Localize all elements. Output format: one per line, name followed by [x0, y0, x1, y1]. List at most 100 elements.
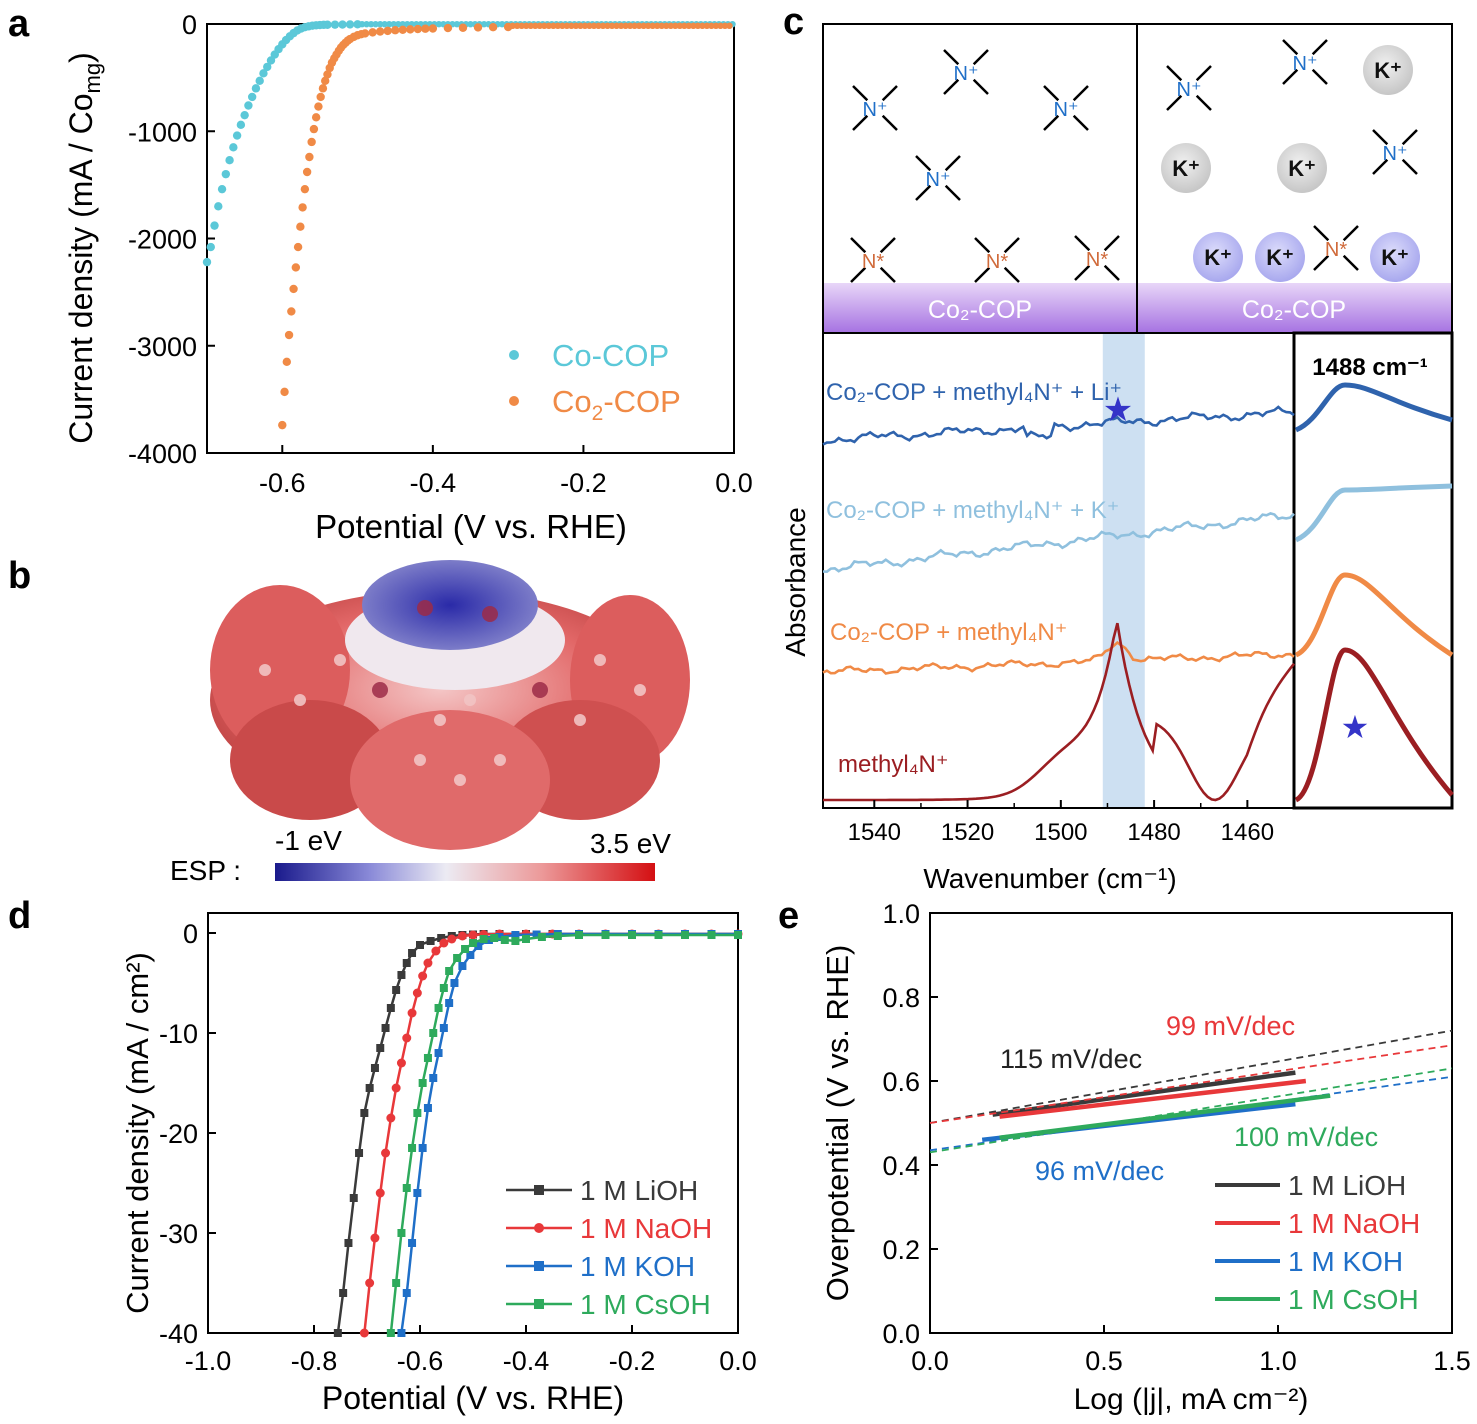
spectrum-line-1: [822, 512, 1295, 574]
legend-label-co-cop: Co-COP: [552, 338, 669, 373]
quaternary-ammonium-ion: N⁺: [852, 85, 898, 131]
point-co2-cop: [654, 22, 661, 30]
point-co-cop: [202, 257, 212, 267]
marker-1-m-lioh: [349, 1194, 358, 1202]
panel-d: d -1.0 -0.8 -0.6 -0.4 -0.2 0.0 0 -10 -20 -30 -40 1…: [8, 895, 757, 1416]
legend-label-1-m-lioh: 1 M LiOH: [580, 1175, 698, 1206]
point-co-cop: [372, 20, 379, 28]
y-axis-label-e: Overpotential (V vs. RHE): [820, 945, 855, 1302]
ion-label: N*: [986, 251, 1008, 273]
x-tick-label-a: -0.2: [560, 468, 607, 498]
legend-a: Co-COP Co2-COP: [509, 338, 681, 425]
point-co2-cop: [309, 124, 319, 134]
point-co2-cop: [667, 22, 674, 30]
ion-label: N*: [1086, 249, 1108, 271]
tafel-line-1-m-csoh: [999, 1093, 1331, 1140]
marker-1-m-naoh: [370, 1233, 380, 1243]
esp-label: ESP :: [170, 855, 241, 886]
marker-1-m-lioh: [360, 1109, 369, 1117]
point-co2-cop: [513, 22, 521, 30]
marker-1-m-lioh: [402, 959, 411, 967]
bond-line: [1372, 129, 1389, 146]
bond-line: [974, 266, 991, 283]
point-co2-cop: [703, 22, 711, 30]
point-co-cop: [345, 20, 355, 29]
point-co-cop: [229, 143, 238, 152]
inset-line-1: [1294, 483, 1453, 543]
point-co2-cop: [635, 22, 643, 30]
annotation-115: 115 mV/dec: [1000, 1044, 1142, 1074]
y-tick-label-e: 0.0: [882, 1319, 920, 1349]
point-co-cop: [240, 110, 249, 120]
marker-1-m-naoh: [439, 938, 449, 948]
series-label-li: Co₂-COP + methyl₄N⁺ + Li⁺: [826, 379, 1122, 406]
point-co2-cop: [318, 84, 328, 93]
ion-label: N*: [862, 251, 884, 273]
bond-line: [1342, 225, 1359, 242]
point-co2-cop: [391, 26, 400, 35]
panel-letter-d: d: [8, 895, 31, 937]
quaternary-ammonium-ion: N⁺: [1282, 39, 1328, 85]
marker-1-m-naoh: [381, 1148, 391, 1158]
y-axis-label-c: Absorbance: [780, 507, 811, 656]
ion-label: N⁺: [954, 63, 979, 85]
y-tick-label-a: 0: [182, 10, 197, 40]
panel-b: b ESP : -1 eV 3.5 eV: [8, 555, 690, 886]
point-co2-cop: [617, 22, 625, 30]
point-co2-cop: [473, 23, 483, 32]
marker-1-m-naoh: [447, 934, 457, 944]
ion-label: N⁺: [863, 99, 888, 121]
y-tick-label-e: 0.8: [882, 983, 920, 1013]
point-co2-cop: [545, 22, 552, 30]
point-co2-cop: [572, 22, 580, 30]
point-co2-cop: [305, 152, 314, 162]
point-co2-cop: [421, 24, 430, 33]
point-co-cop: [358, 20, 366, 28]
fit-line-1-m-csoh: [929, 1067, 1453, 1154]
marker-1-m-koh: [458, 962, 467, 970]
axis-ticks-a: -0.6 -0.4 -0.2 0.0 0 -1000 -2000 -3000 -4000: [128, 10, 753, 498]
ion-label: K⁺: [1172, 156, 1200, 181]
point-co2-cop: [699, 22, 706, 30]
star-icon: ★: [1103, 391, 1133, 429]
marker-1-m-csoh: [537, 933, 546, 941]
marker-1-m-naoh: [407, 1008, 417, 1018]
point-co2-cop: [608, 22, 616, 30]
point-co2-cop: [717, 22, 724, 30]
marker-1-m-naoh: [423, 958, 433, 968]
marker-1-m-koh: [423, 1104, 432, 1112]
x-tick-label-c: 1480: [1127, 819, 1180, 846]
point-co2-cop: [568, 22, 575, 30]
point-co-cop: [263, 62, 272, 72]
quaternary-ammonium-ion: N⁺: [915, 155, 961, 201]
x-tick-label-c: 1540: [848, 819, 901, 846]
bond-line: [881, 85, 898, 102]
legend-label-1-m-csoh: 1 M CsOH: [1288, 1284, 1419, 1315]
marker-1-m-koh: [439, 1024, 448, 1032]
point-co2-cop: [311, 113, 321, 122]
ion-sphere: [1370, 232, 1420, 282]
point-co2-cop: [649, 22, 656, 30]
point-co-cop: [390, 20, 397, 28]
substrate-right: [1138, 283, 1451, 332]
panel-c: c Co₂-COP Co₂-COP N⁺ N⁺ N⁺ N⁺ N⁺ N⁺ N⁺ N* N* N* N*…: [780, 1, 1454, 894]
point-co-cop: [330, 20, 340, 29]
marker-1-m-csoh: [628, 931, 636, 939]
point-co2-cop: [721, 22, 729, 30]
bond-line: [944, 155, 961, 172]
point-co2-cop: [590, 22, 598, 30]
ion-label: N⁺: [1383, 143, 1408, 165]
panel-e: e 0.0 0.5 1.0 1.5 0.0 0.2 0.4 0.6 0.8 1.0 1 M LiO…: [778, 895, 1471, 1416]
marker-1-m-lioh: [333, 1329, 342, 1337]
y-tick-label-e: 0.4: [882, 1151, 920, 1181]
marker-1-m-lioh: [386, 1004, 395, 1012]
marker-1-m-koh: [408, 1239, 417, 1247]
legend-e: 1 M LiOH 1 M NaOH 1 M KOH 1 M CsOH: [1215, 1170, 1420, 1315]
marker-1-m-lioh: [365, 1084, 374, 1092]
bond-line: [1195, 65, 1212, 82]
point-co-cop: [210, 221, 219, 230]
bond-line: [1072, 114, 1089, 131]
fit-line-1-m-naoh: [929, 1044, 1453, 1124]
marker-1-m-koh: [418, 1144, 427, 1152]
annotation-100: 100 mV/dec: [1234, 1122, 1378, 1152]
